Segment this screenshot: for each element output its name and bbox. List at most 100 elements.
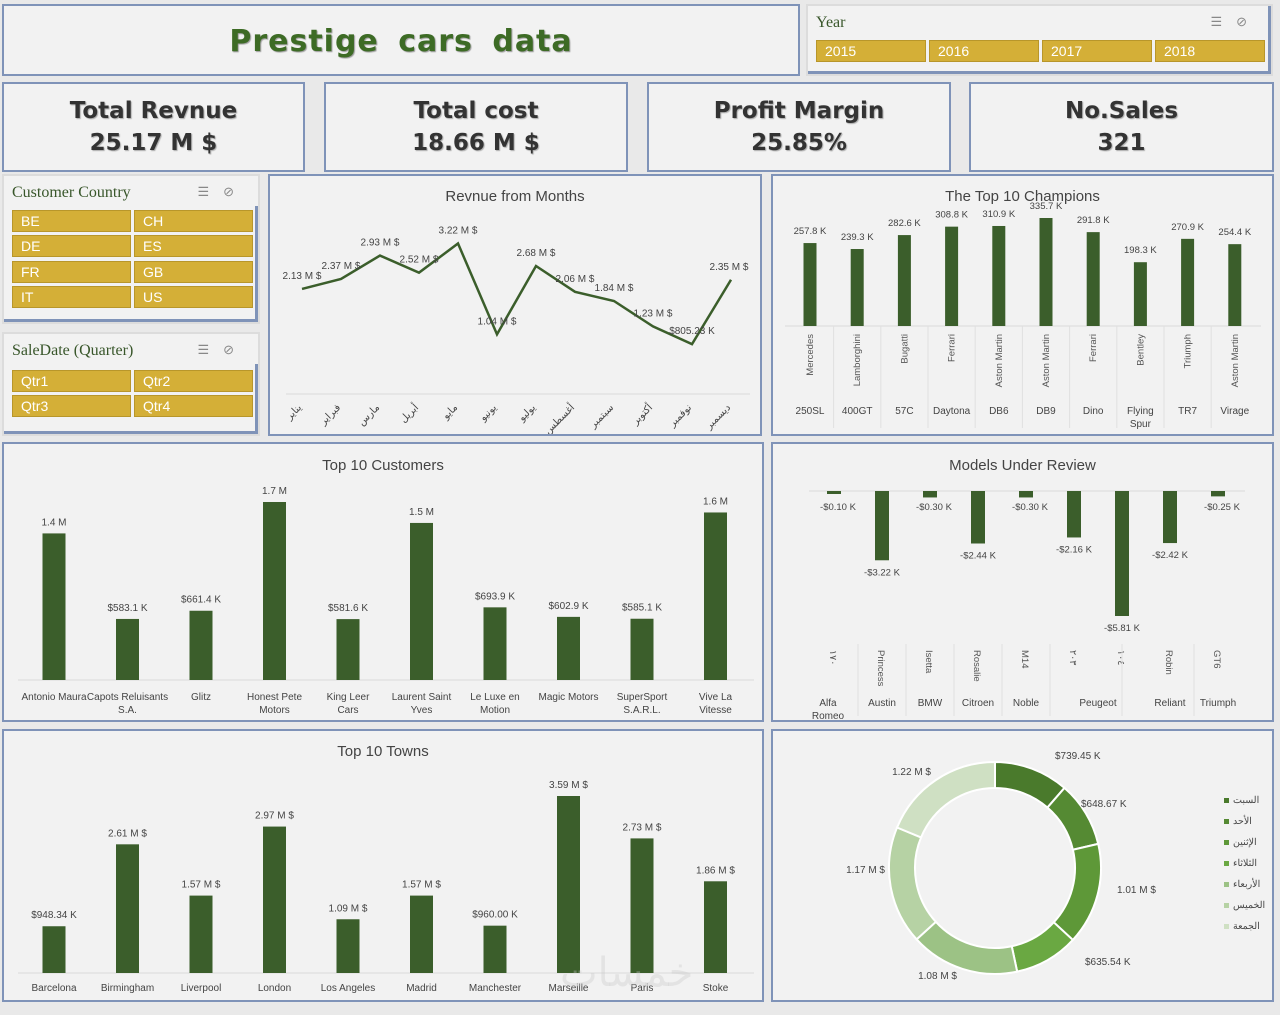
multi-select-icon[interactable]: ☰ [197,342,224,357]
quarter-button-qtr4[interactable]: Qtr4 [134,395,253,417]
data-label: 335.7 K [1030,201,1063,212]
legend-label: الثلاثاء [1233,858,1257,869]
multi-select-icon[interactable]: ☰ [197,184,224,199]
data-label: 1.01 M $ [1117,885,1156,896]
country-button-ch[interactable]: CH [134,210,253,232]
country-button-it[interactable]: IT [12,286,131,308]
data-label: 270.9 K [1171,222,1204,233]
legend-swatch [1224,819,1229,824]
data-label: -$2.16 K [1056,544,1093,555]
quarter-button-qtr2[interactable]: Qtr2 [134,370,253,392]
data-label: 1.17 M $ [846,865,885,876]
champion-bar [1181,238,1195,326]
tick-label: S.A.R.L. [623,705,660,716]
donut-slice [888,826,938,941]
tick-label: Honest Pete [247,692,302,703]
customer-bar [557,616,580,680]
country-slicer: Customer Country ☰⊘ BE CH DE ES FR GB IT… [2,174,260,324]
town-bar [704,881,727,973]
data-label: 3.59 M $ [549,780,588,791]
legend-label: الإثنين [1233,837,1257,848]
make-label: Bentley [1135,334,1146,366]
towns-chart: $948.34 K Barcelona 2.61 M $ Birmingham 1.57… [18,780,754,994]
clear-filter-icon[interactable]: ⊘ [223,184,248,199]
year-button-2017[interactable]: 2017 [1042,40,1152,62]
tick-label: أغسطس [541,401,577,434]
legend-label: الجمعة [1233,921,1260,932]
town-bar [410,895,433,973]
tick-label: Virage [1220,406,1249,417]
data-label: 2.93 M $ [361,238,400,249]
tick-label: Motion [480,705,510,716]
model-label: Princess [875,650,886,687]
revenue-line [301,241,733,346]
data-label: 2.13 M $ [283,271,322,282]
tick-label: Birmingham [101,983,154,994]
data-label: 2.37 M $ [322,261,361,272]
model-label: GT6 [1211,650,1222,668]
weekday-chart-panel: $739.45 K $648.67 K 1.01 M $ $635.54 K 1.08 … [771,729,1274,1002]
customers-chart: 1.4 M Antonio Maura $583.1 K Capots Reluisa… [18,486,754,716]
quarter-button-qtr3[interactable]: Qtr3 [12,395,131,417]
year-button-2016[interactable]: 2016 [929,40,1039,62]
tick-label: Capots Reluisants [87,692,168,703]
data-label: 2.35 M $ [710,262,749,273]
country-button-es[interactable]: ES [134,235,253,257]
data-label: $585.1 K [622,603,662,614]
country-button-us[interactable]: US [134,286,253,308]
country-button-fr[interactable]: FR [12,261,131,283]
champion-bar [992,225,1006,326]
quarter-button-qtr1[interactable]: Qtr1 [12,370,131,392]
year-button-2015[interactable]: 2015 [816,40,926,62]
champions-chart-panel: The Top 10 Champions 257.8 K Mercedes 250S… [771,174,1274,436]
country-button-gb[interactable]: GB [134,261,253,283]
data-label: 1.4 M [41,517,66,528]
data-label: 1.22 M $ [892,767,931,778]
multi-select-icon[interactable]: ☰ [1210,14,1237,29]
data-label: 1.04 M $ [478,316,517,327]
legend-label: الأحد [1233,815,1252,827]
kpi-total-cost: Total cost 18.66 M $ [324,82,628,172]
legend-swatch [1224,861,1229,866]
review-bar [1211,491,1225,497]
page-title: Prestige cars data [229,24,573,59]
group-label: Noble [1013,698,1040,709]
data-label: $661.4 K [181,595,221,606]
review-bar [1067,491,1081,538]
customer-bar [704,512,727,680]
country-button-be[interactable]: BE [12,210,131,232]
year-slicer-title: Year [816,14,846,31]
year-button-2018[interactable]: 2018 [1155,40,1265,62]
champions-chart: 257.8 K Mercedes 250SL 239.3 K Lamborghini 40… [785,201,1261,430]
champion-bar [897,235,911,326]
data-label: -$2.44 K [960,550,997,561]
tick-label: أكتوبر [628,401,655,428]
country-button-de[interactable]: DE [12,235,131,257]
tick-label: 400GT [842,406,873,417]
review-chart-panel: Models Under Review -$0.10 K ۱۷۰ -$3.22 K P… [771,442,1274,722]
legend-swatch [1224,798,1229,803]
tick-label: Paris [631,983,654,994]
tick-label: ديسمبر [703,402,733,432]
group-label: Reliant [1154,698,1185,709]
months-chart: 2.13 M $ يناير 2.37 M $ فبراير 2.93 M $ مارس 2… [283,226,750,434]
review-bar [1163,491,1177,544]
champion-bar [945,226,959,326]
tick-label: TR7 [1178,406,1197,417]
model-label: Robin [1163,650,1174,675]
group-label: Austin [868,698,896,709]
kpi-value: 25.17 M $ [89,130,218,156]
tick-label: مايو [440,402,460,422]
tick-label: Antonio Maura [21,692,86,703]
customer-bar [189,610,213,680]
clear-filter-icon[interactable]: ⊘ [223,342,248,357]
tick-label: S.A. [118,705,137,716]
tick-label: King Leer [327,692,370,703]
data-label: 1.84 M $ [595,283,634,294]
champion-bar [803,243,817,326]
quarter-slicer: SaleDate (Quarter) ☰⊘ Qtr1 Qtr2 Qtr3 Qtr… [2,332,260,436]
data-label: $960.00 K [472,910,518,921]
quarter-slicer-title: SaleDate (Quarter) [12,342,134,359]
clear-filter-icon[interactable]: ⊘ [1236,14,1261,29]
model-label: ۱۷۰ [827,650,838,665]
